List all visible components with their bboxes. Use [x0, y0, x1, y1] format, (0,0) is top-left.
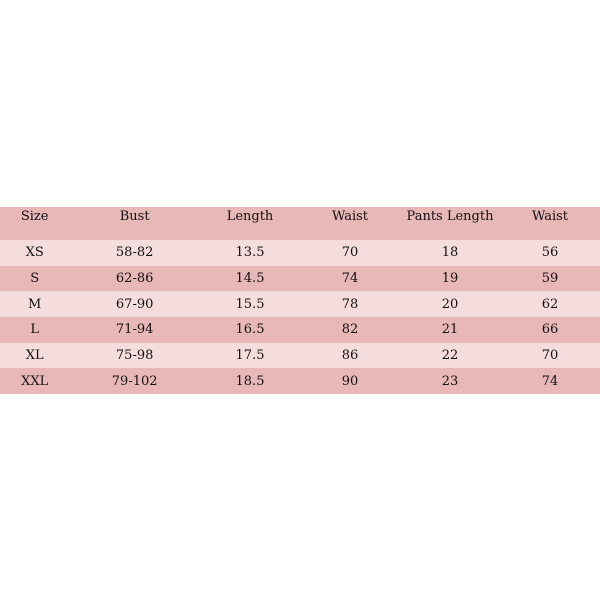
table-cell: XS — [25, 245, 44, 261]
table-cell: 15.5 — [235, 296, 265, 312]
table-cell: 19 — [441, 271, 459, 287]
table-cell: 58-82 — [115, 245, 154, 261]
table-cell: 66 — [541, 322, 559, 338]
size-chart-table: Size Bust Length Waist Pants Length Wais… — [0, 207, 600, 395]
table-row: L 71-94 16.5 82 21 66 — [0, 317, 600, 343]
table-cell: 74 — [341, 271, 359, 287]
header-cell: Waist — [531, 209, 569, 224]
table-cell: 21 — [441, 322, 459, 338]
table-cell: 79-102 — [111, 373, 158, 389]
table-cell: XXL — [21, 373, 49, 389]
table-cell: 70 — [341, 245, 359, 261]
table-cell: 16.5 — [235, 322, 265, 338]
header-cell: Size — [20, 209, 49, 224]
table-cell: 90 — [341, 373, 359, 389]
table-cell: 17.5 — [235, 348, 265, 364]
table-cell: 75-98 — [115, 348, 154, 364]
table-cell: L — [30, 322, 39, 338]
table-cell: 71-94 — [115, 322, 154, 338]
table-cell: 59 — [541, 271, 559, 287]
table-cell: 62 — [541, 296, 559, 312]
table-cell: M — [28, 296, 42, 312]
table-cell: 56 — [541, 245, 559, 261]
table-cell: 62-86 — [115, 271, 154, 287]
table-cell: 70 — [541, 348, 559, 364]
table-cell: 86 — [341, 348, 359, 364]
table-cell: S — [30, 271, 40, 287]
header-cell: Pants Length — [406, 209, 494, 224]
table-cell: 78 — [341, 296, 359, 312]
table-cell: 18 — [441, 245, 459, 261]
table-row: M 67-90 15.5 78 20 62 — [0, 291, 600, 318]
table-row: XS 58-82 13.5 70 18 56 — [0, 240, 600, 266]
table-row: XXL 79-102 18.5 90 23 74 — [0, 368, 600, 395]
table-cell: 13.5 — [235, 245, 265, 261]
table-cell: 67-90 — [115, 296, 154, 312]
table-row: XL 75-98 17.5 86 22 70 — [0, 342, 600, 369]
table-cell: 22 — [441, 348, 459, 364]
table-row: S 62-86 14.5 74 19 59 — [0, 265, 600, 292]
table-cell: 18.5 — [235, 373, 265, 389]
table-cell: 23 — [441, 373, 459, 389]
table-cell: XL — [25, 348, 44, 364]
table-cell: 74 — [541, 373, 559, 389]
header-cell: Bust — [119, 209, 150, 224]
table-cell: 20 — [441, 296, 459, 312]
table-header: Size Bust Length Waist Pants Length Wais… — [0, 207, 600, 240]
header-cell: Waist — [331, 209, 369, 224]
table-cell: 14.5 — [235, 271, 265, 287]
table-cell: 82 — [341, 322, 359, 338]
header-cell: Length — [226, 209, 274, 224]
